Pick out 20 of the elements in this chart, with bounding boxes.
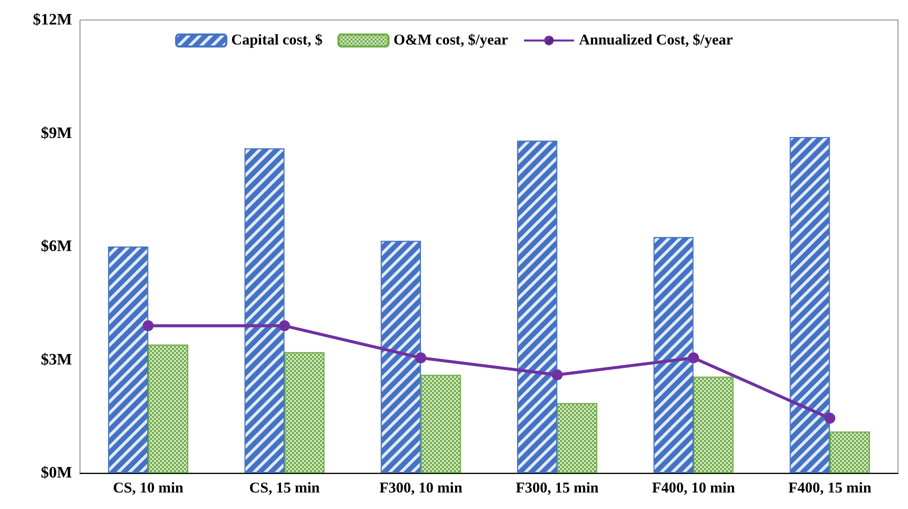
y-tick-label: $12M	[32, 12, 72, 28]
point	[688, 352, 699, 364]
point	[552, 369, 563, 380]
legend-label: Capital cost, $	[231, 32, 323, 48]
y-tick-label: $9M	[40, 124, 72, 142]
y-tick-label: $6M	[40, 238, 72, 255]
y-tick-label: $0M	[40, 464, 72, 482]
x-tick-label: F300, 10 min	[379, 480, 463, 496]
x-tick-label: CS, 15 min	[249, 480, 320, 496]
legend-label: Annualized Cost, $/year	[579, 32, 734, 48]
point	[415, 352, 426, 364]
x-tick-label: F400, 15 min	[788, 480, 872, 496]
point	[142, 320, 154, 332]
x-tick-label: CS, 10 min	[112, 480, 184, 496]
y-tick-label: $3M	[40, 351, 72, 368]
point	[824, 412, 836, 424]
point	[279, 320, 290, 332]
x-tick-label: F300, 15 min	[516, 480, 600, 496]
legend-label: O&M cost, $/year	[393, 32, 508, 48]
x-tick-label: F400, 10 min	[652, 480, 736, 496]
